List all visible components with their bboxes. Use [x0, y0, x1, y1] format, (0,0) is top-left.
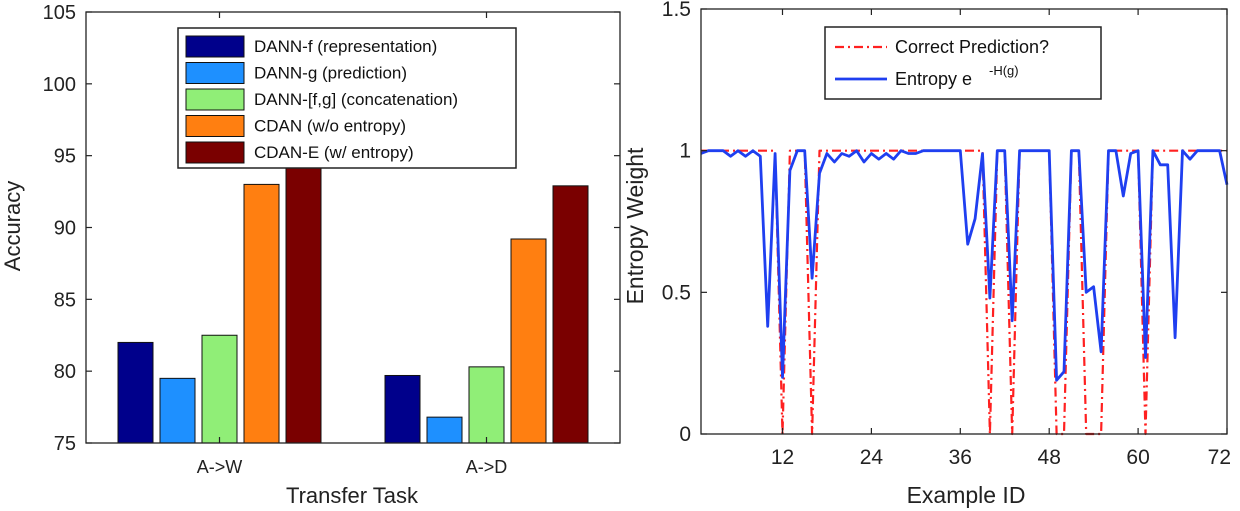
bar-legend-swatch-0: [185, 35, 245, 58]
bar-y-tick-label: 80: [54, 361, 76, 383]
line-marks: [700, 149, 1229, 436]
bar-0-2: [201, 334, 238, 444]
bar-1-1: [426, 416, 463, 444]
bar-legend-swatch-1: [185, 62, 245, 84]
bar-legend-swatch-3: [185, 115, 245, 137]
line-x-tick-label: 24: [860, 446, 884, 469]
line-legend-label-0: Correct Prediction?: [895, 37, 1049, 57]
bar-y-tick-label: 95: [54, 146, 76, 168]
line-x-tick-label: 72: [1208, 446, 1231, 469]
line-y-tick-label: 1: [679, 140, 691, 163]
bar-1-2: [468, 366, 505, 444]
line-y-tick-label: 0.5: [662, 281, 691, 304]
bar-y-tick-label: 100: [43, 74, 76, 96]
line-legend: Correct Prediction? Entropy e -H(g): [824, 26, 1102, 100]
line-x-tick-label: 12: [771, 446, 794, 469]
bar-legend-label-3: CDAN (w/o entropy): [254, 117, 406, 136]
line-axes-box: [700, 8, 1228, 435]
bar-y-tick-label: 105: [43, 2, 76, 24]
bar-y-tick-label: 90: [54, 218, 76, 240]
bar-1-3: [510, 238, 547, 444]
bar-chart: 75 80 85 90 95 100 105 A->W A->D Accuracy Transf…: [0, 2, 621, 508]
line-x-axis-label: Example ID: [907, 482, 1026, 508]
bar-legend: DANN-f (representation) DANN-g (predictio…: [177, 27, 517, 169]
bar-y-axis-label: Accuracy: [0, 181, 25, 271]
bar-legend-label-2: DANN-[f,g] (concatenation): [254, 90, 458, 109]
bar-y-tick-label: 85: [54, 289, 76, 311]
line-x-tick-label: 60: [1126, 446, 1149, 469]
line-x-tick-label: 36: [949, 446, 972, 469]
line-series-1: [700, 149, 1229, 382]
bar-0-1: [159, 377, 196, 444]
bar-0-4: [285, 162, 322, 444]
line-legend-label-1-superscript: -H(g): [989, 63, 1019, 78]
bar-0-3: [243, 183, 280, 444]
bar-y-tick-label: 75: [54, 433, 76, 455]
bar-x-axis-label: Transfer Task: [286, 483, 419, 508]
bar-0-0: [117, 341, 154, 444]
bar-legend-swatch-2: [185, 88, 245, 111]
bar-1-4: [552, 185, 589, 444]
bar-legend-swatch-4: [185, 141, 245, 164]
line-y-tick-label: 0: [679, 423, 691, 446]
bar-legend-label-4: CDAN-E (w/ entropy): [254, 143, 414, 162]
bar-x-tick-label: A->D: [466, 457, 508, 477]
bar-1-0: [384, 374, 421, 444]
line-y-tick-label: 1.5: [662, 0, 691, 21]
bar-axes: 75 80 85 90 95 100 105 A->W A->D: [43, 2, 621, 477]
bar-legend-label-1: DANN-g (prediction): [254, 64, 407, 83]
line-x-tick-label: 48: [1038, 446, 1061, 469]
line-legend-label-1: Entropy e: [895, 69, 972, 89]
line-legend-box: [824, 26, 1102, 100]
line-chart: 0 0.5 1 1.5 12 24 36 48 60 72 Entropy Weight Exam…: [622, 0, 1231, 508]
line-axes: 0 0.5 1 1.5 12 24 36 48 60 72: [662, 0, 1231, 469]
line-y-axis-label: Entropy Weight: [622, 147, 648, 304]
bar-marks: [117, 162, 589, 444]
bar-x-tick-label: A->W: [197, 457, 243, 477]
bar-legend-label-0: DANN-f (representation): [254, 37, 437, 56]
